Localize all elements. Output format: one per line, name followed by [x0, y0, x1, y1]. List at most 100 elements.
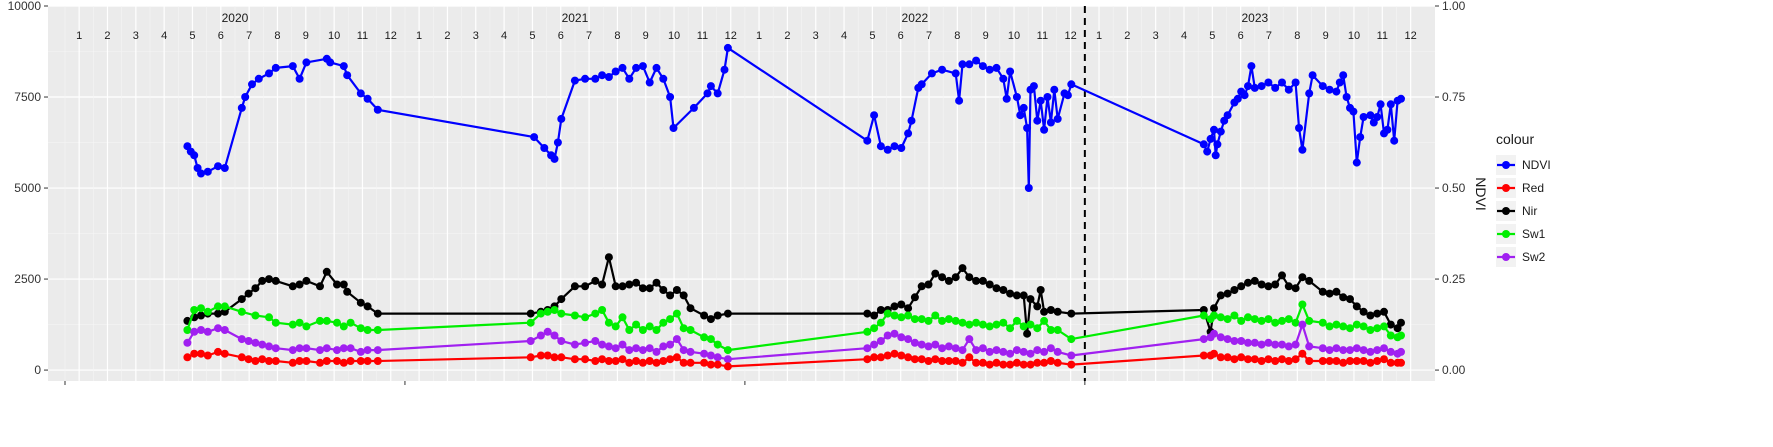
data-point: [543, 351, 552, 360]
data-point: [972, 56, 981, 65]
data-point: [581, 355, 590, 364]
data-point: [1284, 342, 1293, 351]
data-point: [271, 344, 280, 353]
data-point: [938, 316, 947, 325]
left-tick-label: 10000: [8, 0, 42, 13]
data-point: [237, 295, 246, 304]
month-label: 3: [813, 30, 819, 42]
right-tick-label: 0.25: [1442, 272, 1466, 286]
data-point: [237, 307, 246, 316]
data-point: [978, 276, 987, 285]
data-point: [1298, 273, 1307, 282]
data-point: [992, 284, 1001, 293]
month-label: 1: [1096, 30, 1102, 42]
data-point: [1230, 311, 1239, 320]
data-point: [645, 78, 654, 87]
data-point: [373, 105, 382, 114]
data-point: [1335, 78, 1344, 87]
legend-entry: Nir: [1496, 201, 1537, 221]
right-tick-label: 0.00: [1442, 363, 1466, 377]
data-point: [1216, 353, 1225, 362]
data-point: [339, 322, 348, 331]
data-point: [927, 69, 936, 78]
data-point: [316, 346, 324, 355]
data-point: [1257, 316, 1266, 325]
data-point: [965, 335, 974, 344]
data-point: [951, 69, 960, 78]
data-point: [1278, 78, 1286, 87]
data-point: [214, 302, 222, 311]
data-point: [890, 311, 899, 320]
data-point: [356, 298, 365, 307]
data-point: [183, 338, 192, 347]
data-point: [666, 340, 675, 349]
data-point: [271, 63, 280, 72]
data-point: [244, 337, 253, 345]
data-point: [363, 326, 372, 334]
data-point: [992, 346, 1001, 355]
data-point: [985, 280, 994, 289]
data-point: [1006, 67, 1015, 76]
data-point: [1250, 276, 1259, 285]
data-point: [1373, 113, 1382, 121]
data-point: [373, 309, 382, 318]
data-point: [1250, 338, 1259, 347]
data-point: [1318, 318, 1327, 327]
month-label: 2: [104, 30, 110, 42]
data-point: [672, 309, 681, 318]
month-label: 4: [1181, 30, 1187, 42]
data-point: [951, 316, 960, 325]
data-point: [1332, 87, 1341, 96]
legend-label: Sw2: [1522, 250, 1546, 264]
data-point: [618, 282, 627, 291]
month-label: 3: [133, 30, 139, 42]
data-point: [1046, 357, 1055, 365]
data-point: [938, 357, 947, 365]
data-point: [638, 326, 647, 334]
data-point: [618, 63, 627, 72]
legend-entry: Sw2: [1496, 247, 1546, 267]
data-point: [890, 349, 899, 358]
data-point: [876, 337, 885, 345]
data-point: [1006, 360, 1015, 369]
data-point: [1216, 333, 1225, 342]
data-point: [1325, 322, 1334, 331]
data-point: [938, 344, 947, 353]
data-point: [1305, 89, 1314, 98]
data-point: [536, 331, 545, 340]
legend-entry: Red: [1496, 178, 1544, 198]
data-point: [540, 144, 549, 152]
data-point: [951, 344, 960, 353]
data-point: [333, 280, 341, 289]
data-point: [1271, 357, 1280, 365]
data-point: [910, 338, 919, 347]
data-point: [1278, 355, 1286, 364]
data-point: [1295, 124, 1303, 132]
data-point: [1019, 322, 1028, 331]
left-tick-label: 2500: [14, 272, 41, 286]
data-point: [1053, 114, 1062, 123]
data-point: [1373, 357, 1382, 365]
month-label: 1: [76, 30, 82, 42]
year-label: 2021: [562, 11, 589, 25]
month-label: 12: [385, 30, 397, 42]
data-point: [723, 43, 732, 52]
data-point: [598, 71, 607, 80]
data-point: [543, 327, 552, 336]
data-point: [917, 355, 926, 364]
data-point: [604, 253, 613, 262]
data-point: [618, 340, 627, 349]
data-point: [1199, 140, 1208, 149]
data-point: [1067, 309, 1076, 318]
data-point: [1067, 80, 1076, 89]
month-label: 1: [416, 30, 422, 42]
data-point: [883, 331, 892, 340]
data-point: [938, 65, 947, 74]
data-point: [659, 286, 668, 294]
data-point: [910, 315, 919, 324]
data-point: [295, 74, 304, 83]
data-point: [1237, 282, 1246, 291]
data-point: [645, 344, 654, 353]
data-point: [1264, 355, 1273, 364]
data-point: [713, 353, 722, 362]
